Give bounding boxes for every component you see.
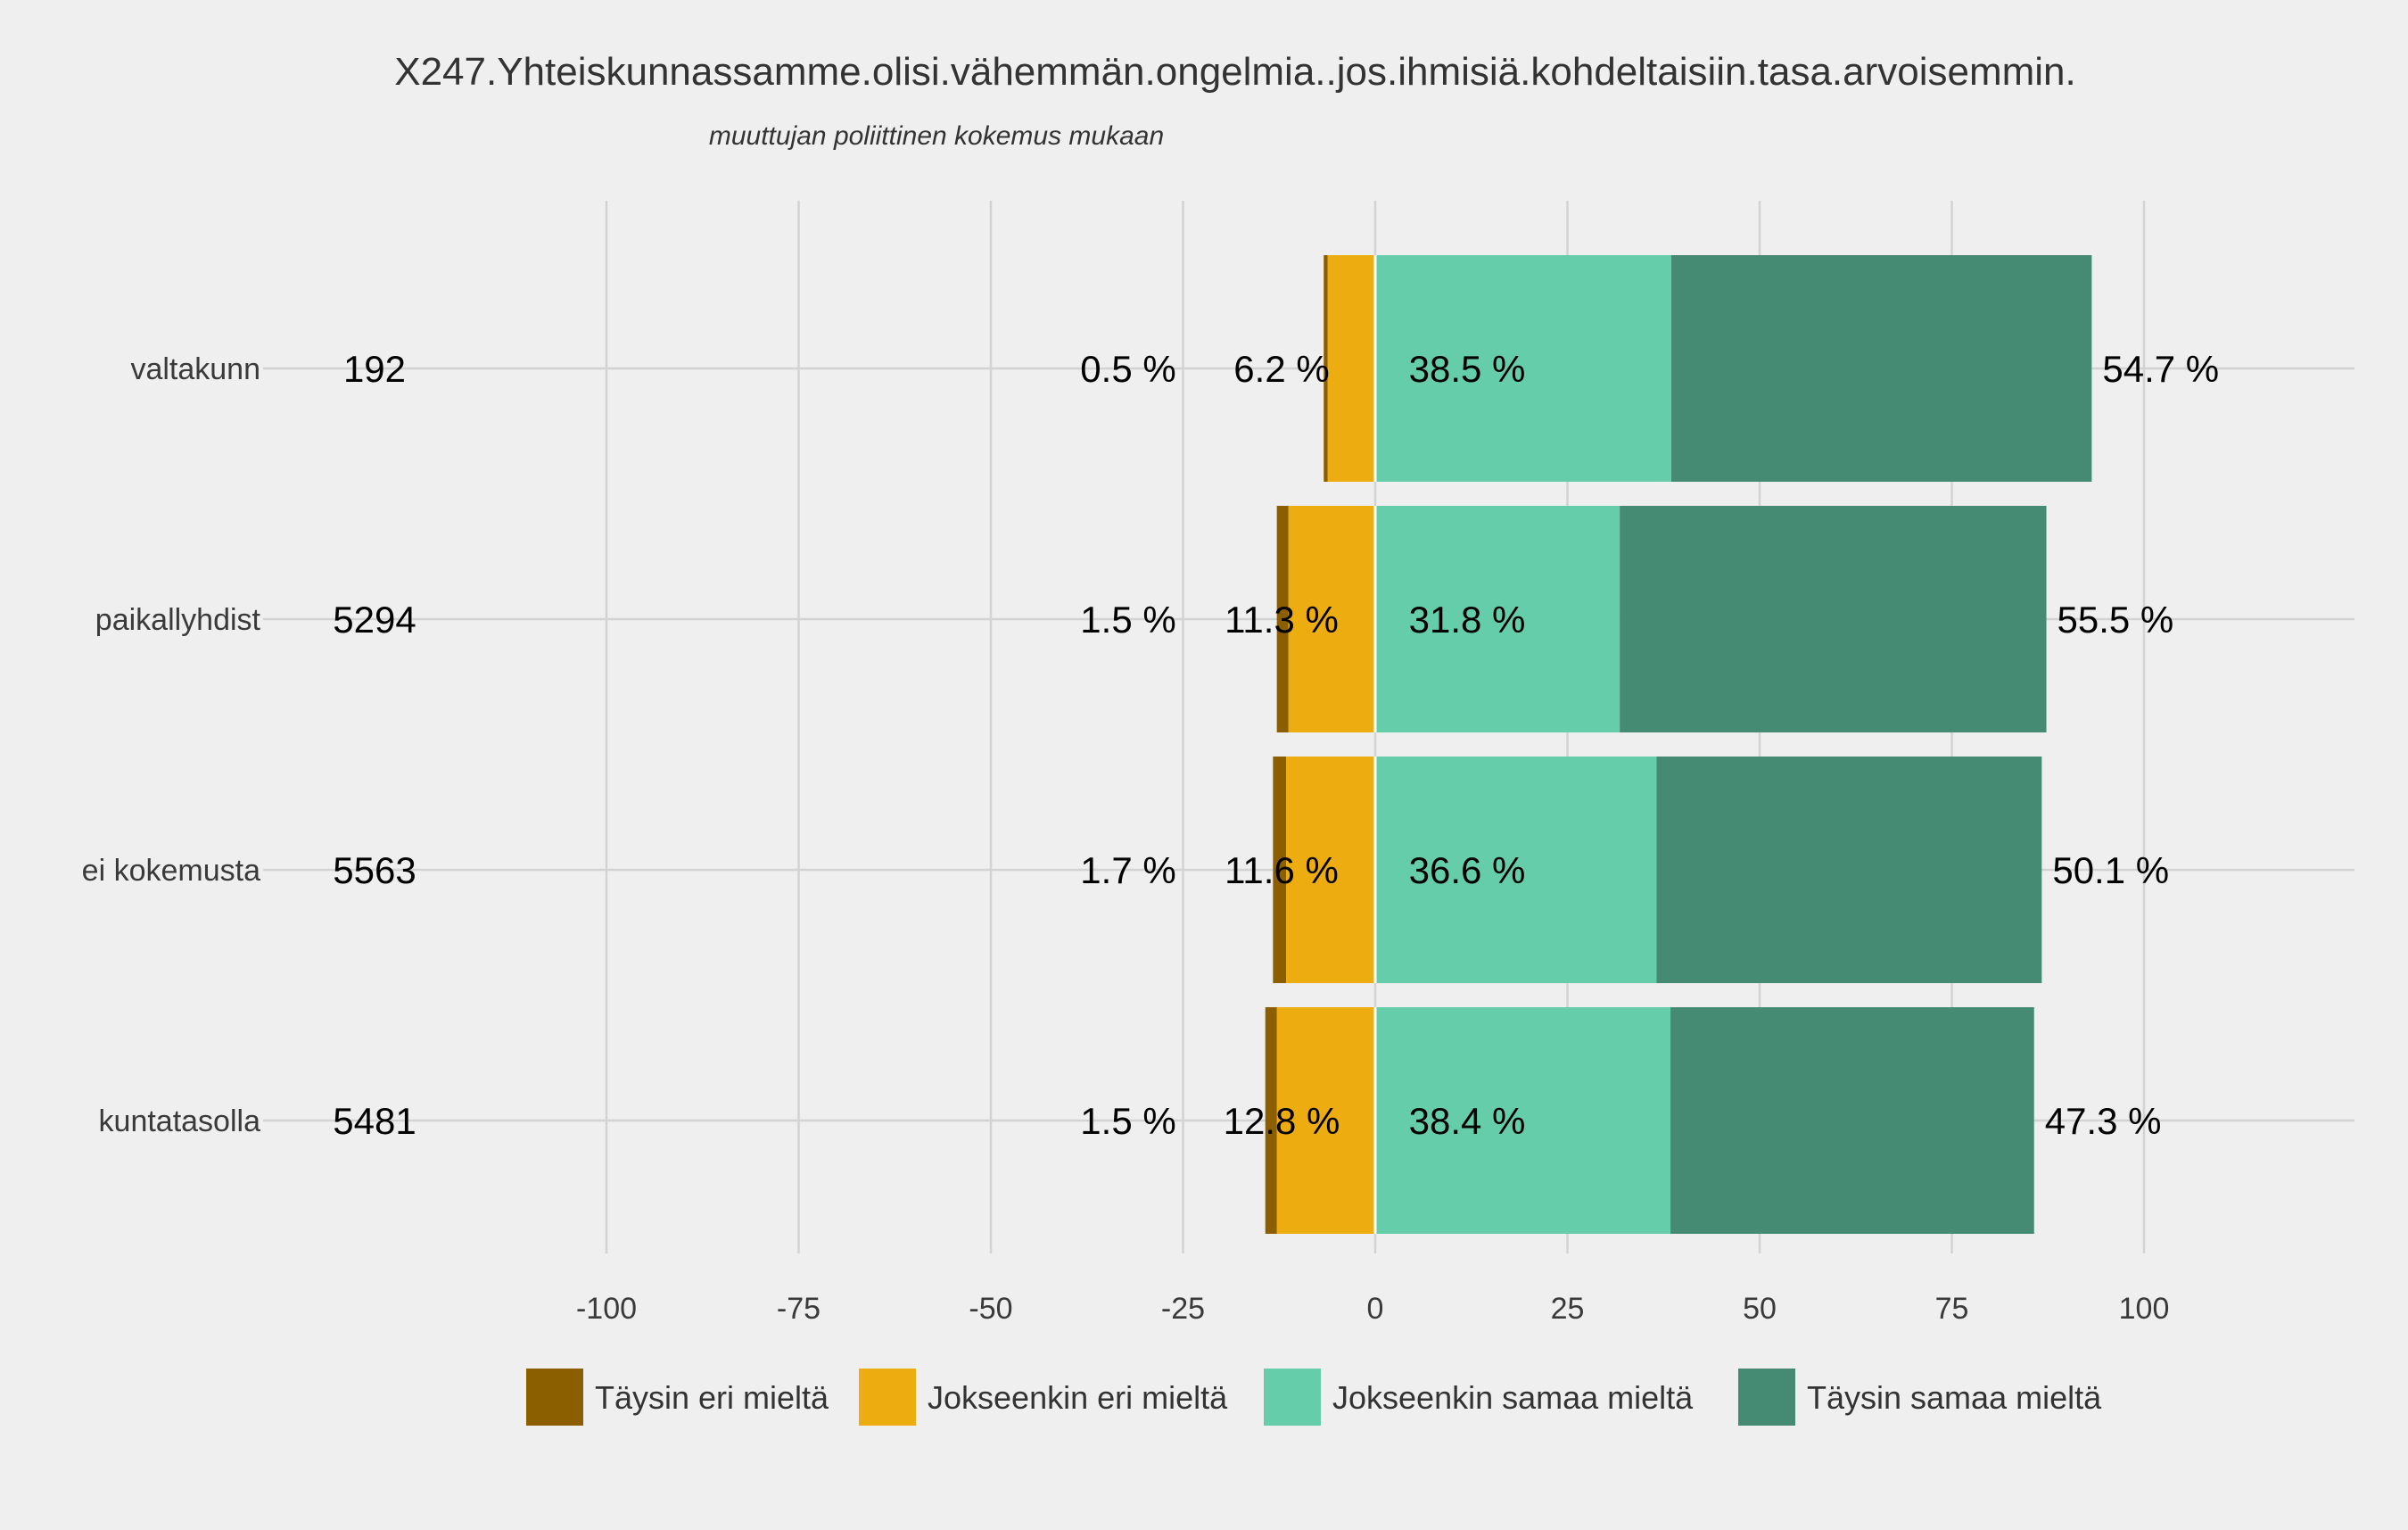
bar-segment-jokseenkin-eri xyxy=(1327,255,1375,482)
category-label: paikallyhdist xyxy=(95,603,261,637)
label-taysin-eri: 1.5 % xyxy=(1080,1100,1175,1142)
bar-segments xyxy=(1265,255,2092,1234)
label-taysin-samaa: 47.3 % xyxy=(2045,1100,2162,1142)
label-jokseenkin-samaa: 38.4 % xyxy=(1409,1100,1526,1142)
legend-label: Täysin eri mieltä xyxy=(595,1379,829,1416)
bar-segment-jokseenkin-samaa xyxy=(1375,757,1657,983)
bar-segment-jokseenkin-samaa xyxy=(1375,1007,1671,1234)
label-jokseenkin-samaa: 36.6 % xyxy=(1409,849,1526,891)
x-tick-label: -100 xyxy=(576,1292,637,1326)
legend-swatch xyxy=(859,1369,916,1426)
label-jokseenkin-samaa: 31.8 % xyxy=(1409,599,1526,641)
label-jokseenkin-samaa: 38.5 % xyxy=(1409,348,1526,390)
x-tick-label: -50 xyxy=(969,1292,1012,1326)
chart-subtitle: muuttujan poliittinen kokemus mukaan xyxy=(709,121,1164,151)
bar-segment-jokseenkin-eri xyxy=(1288,506,1375,732)
legend-swatch xyxy=(526,1369,583,1426)
bar-segment-taysin-samaa xyxy=(1670,255,2092,482)
bar-segment-taysin-eri xyxy=(1265,1007,1277,1234)
n-label: 5563 xyxy=(333,849,416,891)
bar-segment-taysin-eri xyxy=(1273,757,1287,983)
legend-label: Jokseenkin eri mieltä xyxy=(928,1379,1228,1416)
category-label: kuntatasolla xyxy=(99,1104,261,1138)
label-jokseenkin-eri: 11.6 % xyxy=(1225,849,1339,891)
data-labels: 192 0.5 % 6.2 % 38.5 % 54.7 % 5294 1.5 % 11.3 %… xyxy=(333,348,2219,1142)
bar-segment-jokseenkin-samaa xyxy=(1375,506,1620,732)
bar-segment-jokseenkin-samaa xyxy=(1375,255,1671,482)
x-tick-label: 100 xyxy=(2119,1292,2170,1326)
label-taysin-eri: 0.5 % xyxy=(1080,348,1175,390)
label-taysin-samaa: 55.5 % xyxy=(2058,599,2174,641)
label-taysin-samaa: 50.1 % xyxy=(2052,849,2169,891)
bar-segment-jokseenkin-eri xyxy=(1276,1007,1375,1234)
x-axis-labels: -100 -75 -50 -25 0 25 50 75 100 xyxy=(576,1292,2169,1326)
n-label: 192 xyxy=(343,348,406,390)
x-tick-label: -25 xyxy=(1161,1292,1205,1326)
legend-label: Täysin samaa mieltä xyxy=(1807,1379,2102,1416)
bar-segment-taysin-samaa xyxy=(1656,757,2042,983)
y-axis-labels: valtakunn paikallyhdist ei kokemusta kuntat… xyxy=(82,352,261,1138)
bar-segment-taysin-samaa xyxy=(1670,1007,2034,1234)
bar-segment-jokseenkin-eri xyxy=(1286,757,1375,983)
legend-swatch xyxy=(1738,1369,1795,1426)
legend: Täysin eri mieltä Jokseenkin eri mieltä Jo… xyxy=(526,1369,2102,1426)
category-label: valtakunn xyxy=(130,352,260,386)
legend-label: Jokseenkin samaa mieltä xyxy=(1332,1379,1694,1416)
label-jokseenkin-eri: 11.3 % xyxy=(1225,599,1339,641)
x-tick-label: 75 xyxy=(1935,1292,1969,1326)
bar-segment-taysin-eri xyxy=(1276,506,1289,732)
legend-swatch xyxy=(1264,1369,1321,1426)
label-jokseenkin-eri: 12.8 % xyxy=(1224,1100,1340,1142)
x-tick-label: -75 xyxy=(777,1292,821,1326)
category-label: ei kokemusta xyxy=(82,854,260,888)
n-label: 5481 xyxy=(333,1100,416,1142)
x-tick-label: 0 xyxy=(1367,1292,1384,1326)
x-tick-label: 25 xyxy=(1551,1292,1585,1326)
label-taysin-eri: 1.7 % xyxy=(1080,849,1175,891)
bar-segment-taysin-samaa xyxy=(1620,506,2047,732)
label-taysin-eri: 1.5 % xyxy=(1080,599,1175,641)
chart-title: X247.Yhteiskunnassamme.olisi.vähemmän.on… xyxy=(394,50,2076,94)
bar-segment-taysin-eri xyxy=(1324,255,1328,482)
n-label: 5294 xyxy=(333,599,416,641)
label-jokseenkin-eri: 6.2 % xyxy=(1233,348,1329,390)
label-taysin-samaa: 54.7 % xyxy=(2102,348,2219,390)
x-tick-label: 50 xyxy=(1743,1292,1777,1326)
